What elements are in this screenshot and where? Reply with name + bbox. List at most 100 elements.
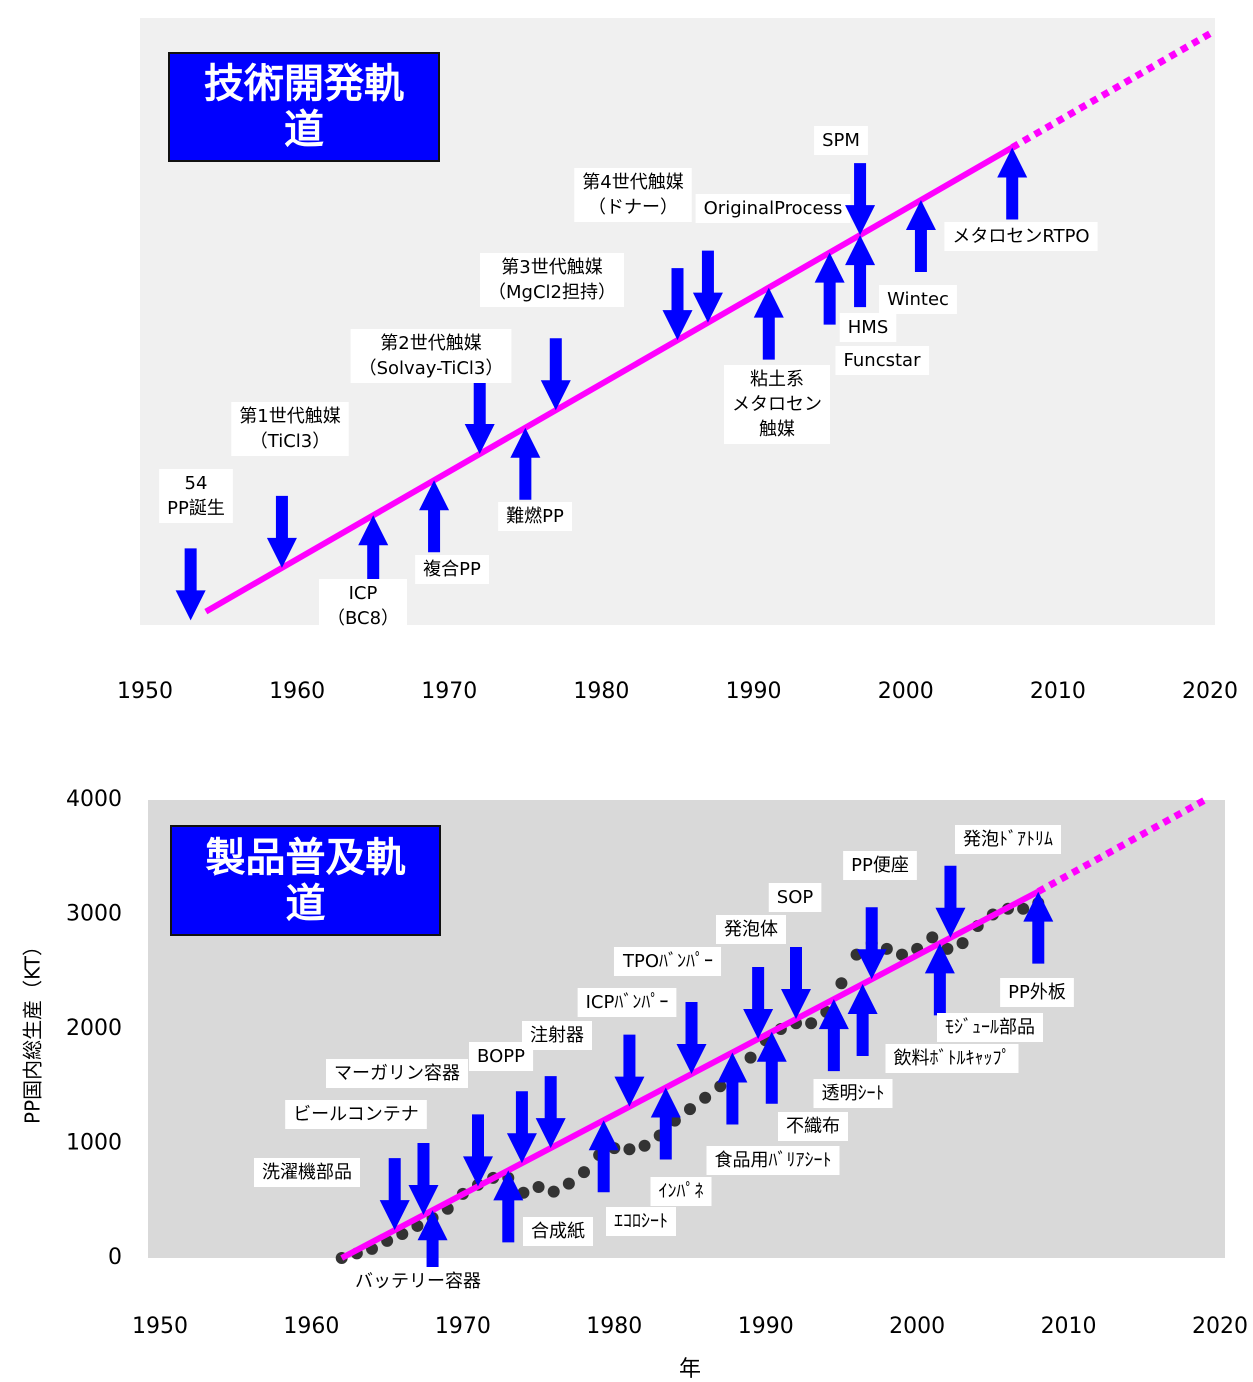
annotation-label: 透明ｼｰﾄ: [813, 1079, 893, 1108]
x-tick-label: 2010: [1030, 679, 1086, 704]
label-box: [814, 126, 868, 155]
data-point: [578, 1166, 590, 1179]
x-tick-label: 2020: [1192, 1314, 1248, 1339]
label-box: [350, 329, 512, 383]
annotation-text: （ドナー）: [588, 197, 678, 218]
annotation-label: 発泡ﾄﾞｱﾄﾘﾑ: [955, 825, 1061, 854]
data-point: [805, 1017, 818, 1030]
arrow: [818, 999, 849, 1072]
annotation-text: 第3世代触媒: [501, 257, 602, 278]
x-tick-label: 2000: [878, 679, 934, 704]
x-tick-label: 1990: [738, 1314, 794, 1339]
data-point: [562, 1177, 575, 1190]
annotation-text: 粘土系: [750, 369, 804, 390]
annotation-label: 合成紙: [523, 1217, 593, 1246]
data-point: [941, 942, 954, 955]
label-box: [415, 555, 489, 584]
arrow: [997, 147, 1028, 220]
annotation-text: 洗濯機部品: [262, 1162, 352, 1183]
label-box: [724, 365, 830, 444]
arrow: [535, 1076, 566, 1149]
annotation-text: （TiCl3）: [250, 431, 330, 452]
annotation-label: ｲﾝﾊﾟﾈ: [650, 1177, 712, 1206]
x-tick-label: 2000: [889, 1314, 945, 1339]
annotation-text: 難燃PP: [506, 506, 564, 527]
annotation-label: SOP: [768, 883, 822, 912]
arrow: [493, 1170, 524, 1243]
arrow: [419, 480, 450, 553]
annotation-text: PP誕生: [167, 498, 225, 519]
annotation-label: マーガリン容器: [326, 1059, 468, 1088]
arrow: [1023, 891, 1054, 964]
label-box: [159, 469, 233, 523]
arrow: [540, 338, 571, 411]
x-tick-label: 2020: [1182, 679, 1238, 704]
annotation-label: SPM: [814, 126, 868, 155]
data-point: [684, 1103, 696, 1116]
label-box: [574, 168, 692, 222]
x-tick-label: 1950: [132, 1314, 188, 1339]
title-box: 製品普及軌道: [170, 825, 441, 936]
annotation-label: 54 PP誕生: [159, 469, 233, 523]
y-tick-label: 3000: [66, 902, 122, 927]
annotation-text: ﾓｼﾞｭｰﾙ部品: [945, 1017, 1035, 1038]
annotation-text: ｲﾝﾊﾟﾈ: [659, 1181, 704, 1202]
projection-line: [1036, 796, 1207, 895]
label-box: [613, 947, 722, 976]
arrow: [753, 287, 784, 360]
x-tick-label: 1960: [269, 679, 325, 704]
annotation-label: 飲料ﾎﾞﾄﾙｷｬｯﾌﾟ: [885, 1044, 1019, 1073]
label-box: [498, 502, 572, 531]
arrow: [905, 200, 936, 273]
annotation-text: メタロセン: [732, 394, 822, 415]
annotation-text: 複合PP: [423, 559, 481, 580]
arrow: [417, 1210, 448, 1283]
arrow: [358, 515, 389, 588]
annotation-label: 第1世代触媒 （TiCl3）: [231, 402, 349, 456]
annotation-text: 発泡体: [724, 919, 778, 940]
arrow: [845, 235, 876, 308]
label-box: [944, 222, 1098, 251]
annotation-label: 不織布: [778, 1112, 848, 1141]
annotation-label: 難燃PP: [498, 502, 572, 531]
annotation-label: 注射器: [522, 1021, 592, 1050]
data-point: [1017, 902, 1030, 915]
y-tick-label: 1000: [66, 1131, 122, 1156]
annotation-label: ｴｺﾛｼｰﾄ: [606, 1207, 676, 1236]
arrow: [924, 943, 955, 1016]
annotation-label: ICP （BC8）: [318, 579, 408, 633]
arrow: [614, 1034, 645, 1107]
annotation-text: 合成紙: [531, 1221, 585, 1242]
annotation-text: 第2世代触媒: [380, 333, 481, 354]
annotation-label: 複合PP: [415, 555, 489, 584]
annotation-text: 食品用ﾊﾞﾘｱｼｰﾄ: [715, 1150, 832, 1171]
arrow: [463, 1114, 493, 1187]
annotation-text: 発泡ﾄﾞｱﾄﾘﾑ: [963, 829, 1053, 850]
annotation-text: （Solvay-TiCl3）: [359, 358, 504, 379]
x-tick-label: 1990: [726, 679, 782, 704]
label-box: [650, 1177, 712, 1206]
label-box: [879, 285, 957, 314]
arrow: [935, 865, 966, 938]
label-box: [347, 1267, 489, 1296]
label-box: [326, 1059, 468, 1088]
label-box: [706, 1146, 840, 1175]
annotation-text: ビールコンテナ: [293, 1104, 419, 1125]
annotation-text: 第1世代触媒: [239, 406, 340, 427]
annotation-text: 54: [185, 473, 208, 494]
annotation-text: 飲料ﾎﾞﾄﾙｷｬｯﾌﾟ: [894, 1048, 1011, 1069]
annotation-label: 食品用ﾊﾞﾘｱｼｰﾄ: [706, 1146, 840, 1175]
data-point: [835, 977, 848, 990]
annotation-label: Wintec: [879, 285, 957, 314]
label-box: [285, 1100, 427, 1129]
annotation-text: 不織布: [786, 1116, 840, 1137]
arrow: [464, 381, 495, 454]
annotation-text: 注射器: [530, 1025, 584, 1046]
annotation-text: マーガリン容器: [334, 1063, 460, 1084]
arrow: [717, 1052, 748, 1125]
label-box: [231, 402, 349, 456]
label-box: [522, 1021, 592, 1050]
